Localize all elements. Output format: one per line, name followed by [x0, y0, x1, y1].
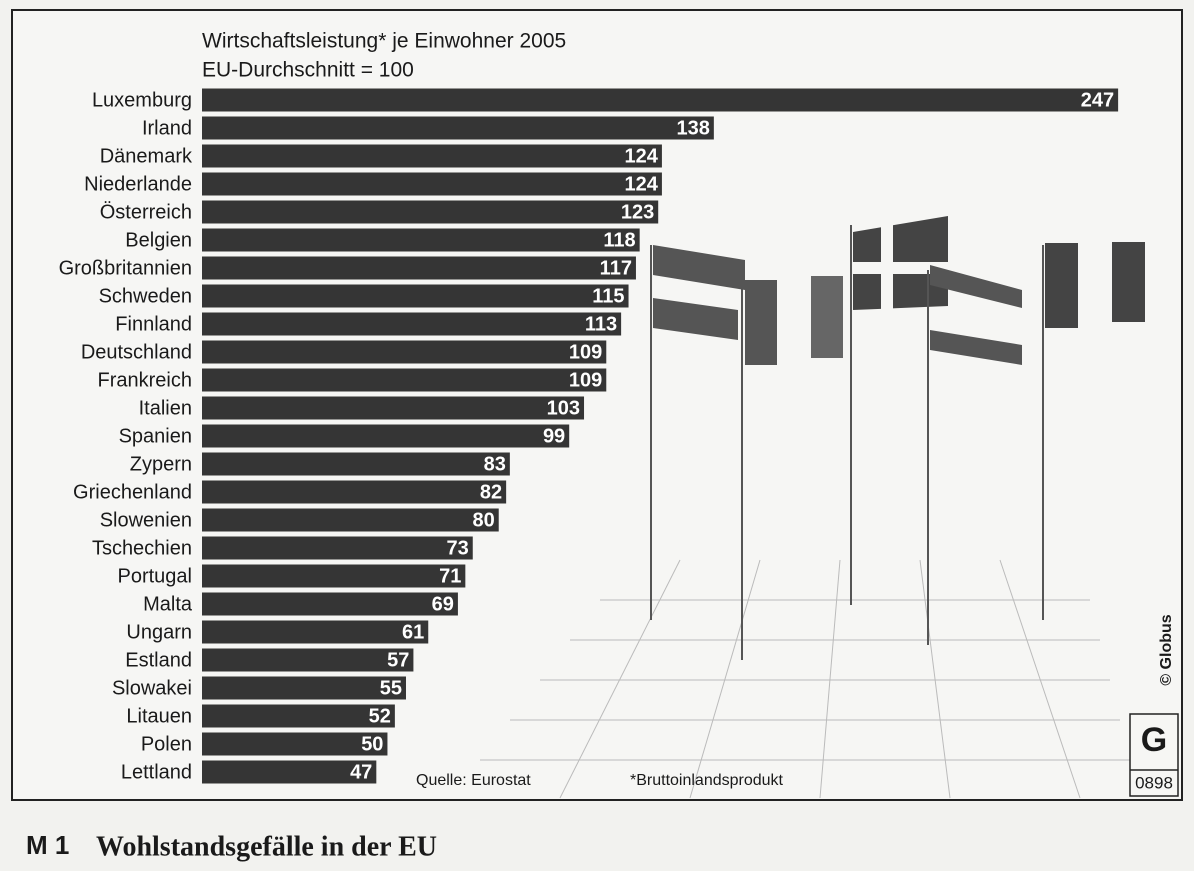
bar	[202, 144, 662, 168]
bar	[202, 424, 570, 448]
value-label: 50	[361, 733, 383, 755]
y-tick-label: Spanien	[119, 425, 192, 447]
value-label: 73	[447, 537, 469, 559]
flags	[650, 216, 1145, 660]
value-label: 124	[625, 173, 659, 195]
code: 0898	[1135, 773, 1173, 792]
y-tick-label: Litauen	[126, 705, 192, 727]
bar	[202, 564, 466, 588]
bar	[202, 312, 622, 336]
value-label: 61	[402, 621, 424, 643]
chart-subtitle: EU-Durchschnitt = 100	[202, 59, 414, 82]
bar	[202, 592, 458, 616]
y-tick-label: Finnland	[115, 313, 192, 335]
value-label: 103	[547, 397, 580, 419]
y-tick-label: Irland	[142, 117, 192, 139]
value-label: 115	[592, 285, 624, 307]
value-label: 82	[480, 481, 502, 503]
bar	[202, 284, 629, 308]
value-label: 71	[439, 565, 461, 587]
value-label: 247	[1081, 89, 1114, 111]
value-label: 55	[380, 677, 402, 699]
y-tick-label: Malta	[143, 593, 193, 615]
bar	[202, 256, 636, 280]
value-label: 57	[387, 649, 409, 671]
value-label: 99	[543, 425, 565, 447]
logo-mark: G	[1141, 721, 1167, 759]
value-label: 138	[676, 117, 709, 139]
y-tick-label: Italien	[139, 397, 192, 419]
y-tick-label: Zypern	[130, 453, 192, 475]
logo-box	[1129, 713, 1179, 797]
credit: © Globus	[1158, 614, 1175, 685]
y-tick-label: Österreich	[100, 201, 192, 223]
value-label: 83	[484, 453, 506, 475]
bar	[202, 676, 406, 700]
bar	[202, 228, 640, 252]
y-tick-label: Frankreich	[98, 369, 192, 391]
bar	[202, 760, 377, 784]
bar	[202, 200, 659, 224]
y-tick-label: Luxemburg	[92, 89, 192, 111]
y-tick-label: Großbritannien	[59, 257, 192, 279]
bar	[202, 704, 395, 728]
value-label: 52	[369, 705, 391, 727]
value-label: 47	[350, 761, 372, 783]
source: Quelle: Eurostat	[416, 772, 531, 789]
value-label: 124	[625, 145, 659, 167]
caption-label: M 1	[26, 830, 69, 860]
bar	[202, 480, 507, 504]
bar	[202, 536, 473, 560]
y-tick-label: Slowakei	[112, 677, 192, 699]
y-tick-label: Belgien	[125, 229, 192, 251]
value-label: 109	[569, 369, 602, 391]
value-label: 113	[585, 313, 617, 335]
value-label: 80	[472, 509, 494, 531]
value-label: 109	[569, 341, 602, 363]
floor-grid	[480, 559, 1130, 799]
y-tick-label: Tschechien	[92, 537, 192, 559]
value-label: 117	[600, 257, 632, 279]
y-tick-label: Dänemark	[100, 145, 193, 167]
bar	[202, 340, 607, 364]
chart-title: Wirtschaftsleistung* je Einwohner 2005	[202, 30, 566, 53]
caption-text: Wohlstandsgefälle in der EU	[96, 831, 437, 862]
y-tick-label: Ungarn	[126, 621, 192, 643]
y-tick-label: Schweden	[99, 285, 192, 307]
bar	[202, 648, 414, 672]
y-tick-label: Polen	[141, 733, 192, 755]
y-tick-label: Griechenland	[73, 481, 192, 503]
value-label: 69	[432, 593, 454, 615]
bar	[202, 732, 388, 756]
bar	[202, 508, 499, 532]
bar	[202, 452, 510, 476]
y-tick-label: Slowenien	[100, 509, 192, 531]
bar	[202, 88, 1119, 112]
bar	[202, 368, 607, 392]
bar	[202, 116, 714, 140]
y-tick-label: Portugal	[118, 565, 193, 587]
bar	[202, 396, 585, 420]
value-label: 118	[603, 229, 635, 251]
bar	[202, 620, 429, 644]
y-tick-label: Lettland	[121, 761, 192, 783]
footnote: *Bruttoinlandsprodukt	[630, 772, 784, 789]
y-tick-label: Niederlande	[84, 173, 192, 195]
value-label: 123	[621, 201, 654, 223]
y-tick-label: Estland	[125, 649, 192, 671]
y-tick-label: Deutschland	[81, 341, 192, 363]
bar	[202, 172, 662, 196]
